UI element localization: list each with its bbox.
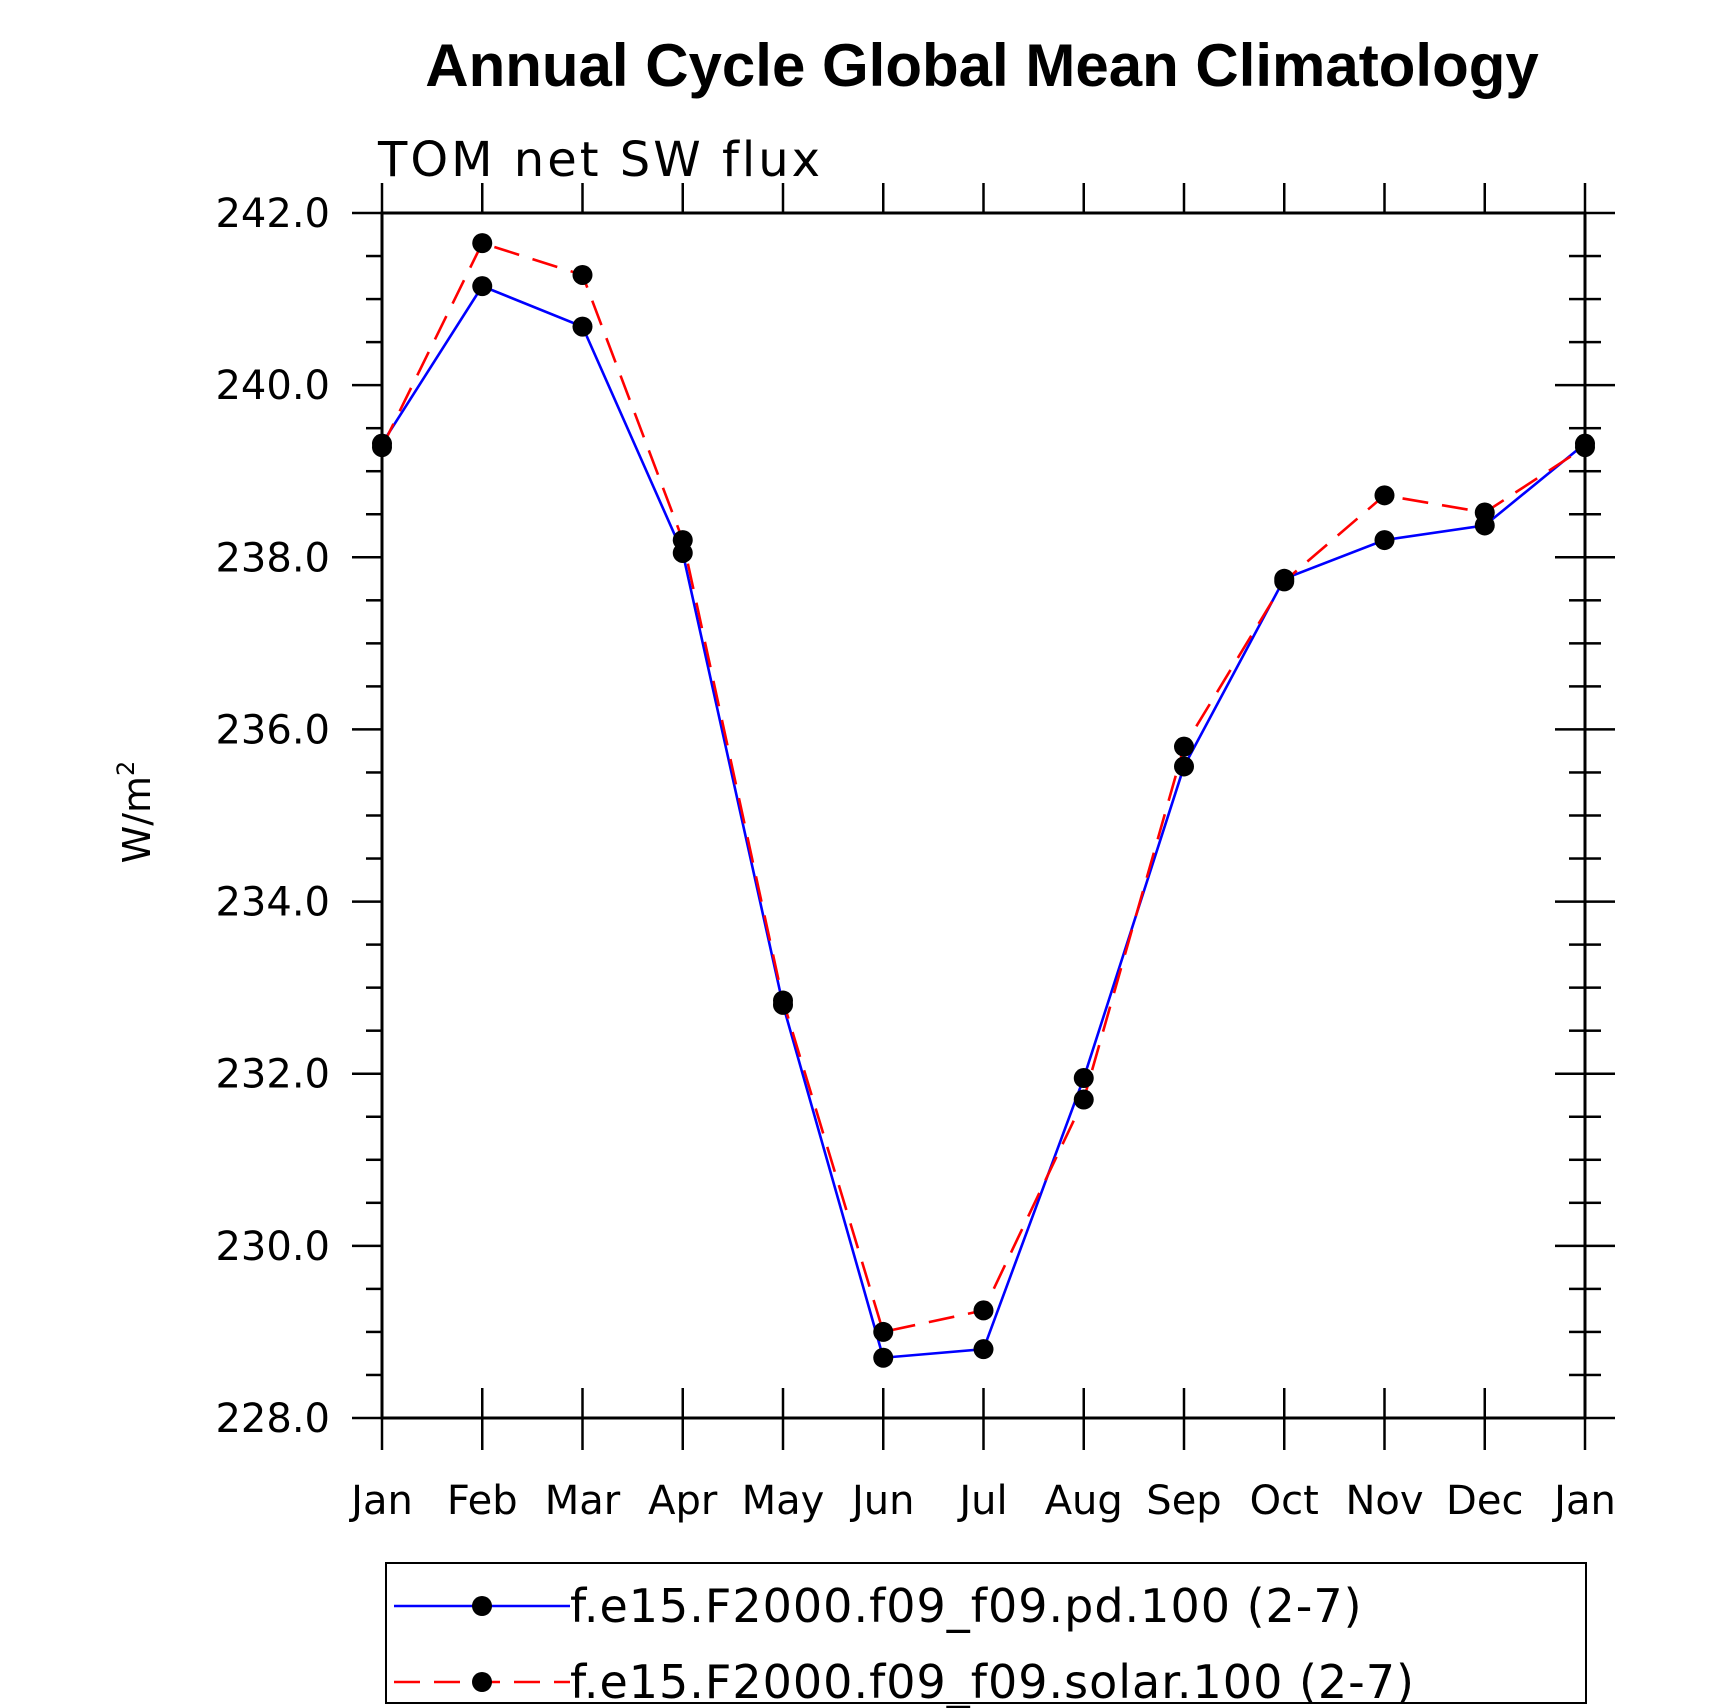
x-tick-label: Aug (1045, 1478, 1123, 1524)
x-axis: Jan Feb Mar Apr May Jun Jul Aug Sep Oct Nov Dec Jan (348, 183, 1616, 1524)
data-point (1073, 1089, 1094, 1110)
data-point (1474, 502, 1495, 523)
plot-frame (380, 211, 1587, 1420)
y-axis-label-group: W/m2 (112, 761, 159, 864)
x-tick-label: Jan (348, 1478, 413, 1524)
series-line (380, 284, 1586, 1360)
legend-swatch-marker (472, 1672, 492, 1692)
x-tick-label: Jun (849, 1478, 915, 1524)
series-2 (380, 241, 1586, 1334)
data-point (1374, 485, 1395, 506)
x-tick-label: Dec (1446, 1478, 1523, 1524)
legend-box (385, 1562, 1587, 1704)
legend-label: f.e15.F2000.f09_f09.solar.100 (2-7) (570, 1655, 1415, 1708)
data-point (1575, 437, 1595, 458)
data-point (873, 1347, 894, 1368)
x-tick-label: Oct (1250, 1478, 1319, 1524)
data-point (1174, 756, 1194, 777)
data-point (973, 1339, 994, 1360)
legend-swatch-marker (472, 1596, 492, 1616)
y-tick-label: 230.0 (215, 1224, 330, 1270)
data-point (973, 1300, 994, 1321)
x-tick-label: Nov (1345, 1478, 1423, 1524)
x-tick-label: Jan (1551, 1478, 1616, 1524)
series-1 (380, 284, 1586, 1360)
series-markers-2 (372, 233, 1595, 1342)
data-point (572, 316, 593, 337)
x-tick-label: Apr (648, 1478, 718, 1524)
x-tick-label: May (742, 1478, 825, 1524)
data-point (1374, 530, 1395, 551)
data-point (1274, 571, 1295, 592)
series-layer (372, 233, 1595, 1368)
y-tick-label: 228.0 (215, 1396, 330, 1442)
chart-title: Annual Cycle Global Mean Climatology (425, 32, 1539, 99)
x-tick-label: Sep (1146, 1478, 1221, 1524)
data-point (672, 530, 693, 551)
y-tick-label: 234.0 (215, 880, 330, 926)
y-axis-label-superscript: 2 (112, 761, 140, 776)
x-tick-label: Jul (956, 1478, 1007, 1524)
series-line (380, 241, 1586, 1334)
data-point (773, 990, 793, 1011)
data-point (1073, 1068, 1094, 1089)
y-tick-label: 232.0 (215, 1052, 330, 1098)
legend-label: f.e15.F2000.f09_f09.pd.100 (2-7) (570, 1579, 1363, 1633)
chart-subtitle: TOM net SW flux (377, 132, 823, 188)
svg-text:W/m2: W/m2 (112, 761, 159, 864)
plot-border (380, 211, 1587, 1420)
data-point (472, 276, 493, 297)
legend: f.e15.F2000.f09_f09.pd.100 (2-7) f.e15.F2… (385, 1562, 1587, 1708)
y-tick-label: 238.0 (215, 535, 330, 581)
data-point (572, 264, 593, 285)
data-point (472, 233, 493, 254)
x-tick-label: Feb (447, 1478, 518, 1524)
data-point (372, 437, 392, 458)
y-axis: 228.0 230.0 232.0 234.0 236.0 238.0 240.0 242.0 (215, 191, 1615, 1442)
y-axis-label: W/m (115, 776, 159, 863)
x-tick-label: Mar (545, 1478, 621, 1524)
data-point (1174, 736, 1194, 757)
y-tick-label: 236.0 (215, 707, 330, 753)
data-point (873, 1321, 894, 1342)
y-tick-label: 240.0 (215, 363, 330, 409)
y-tick-label: 242.0 (215, 191, 330, 237)
series-markers-1 (372, 276, 1595, 1368)
